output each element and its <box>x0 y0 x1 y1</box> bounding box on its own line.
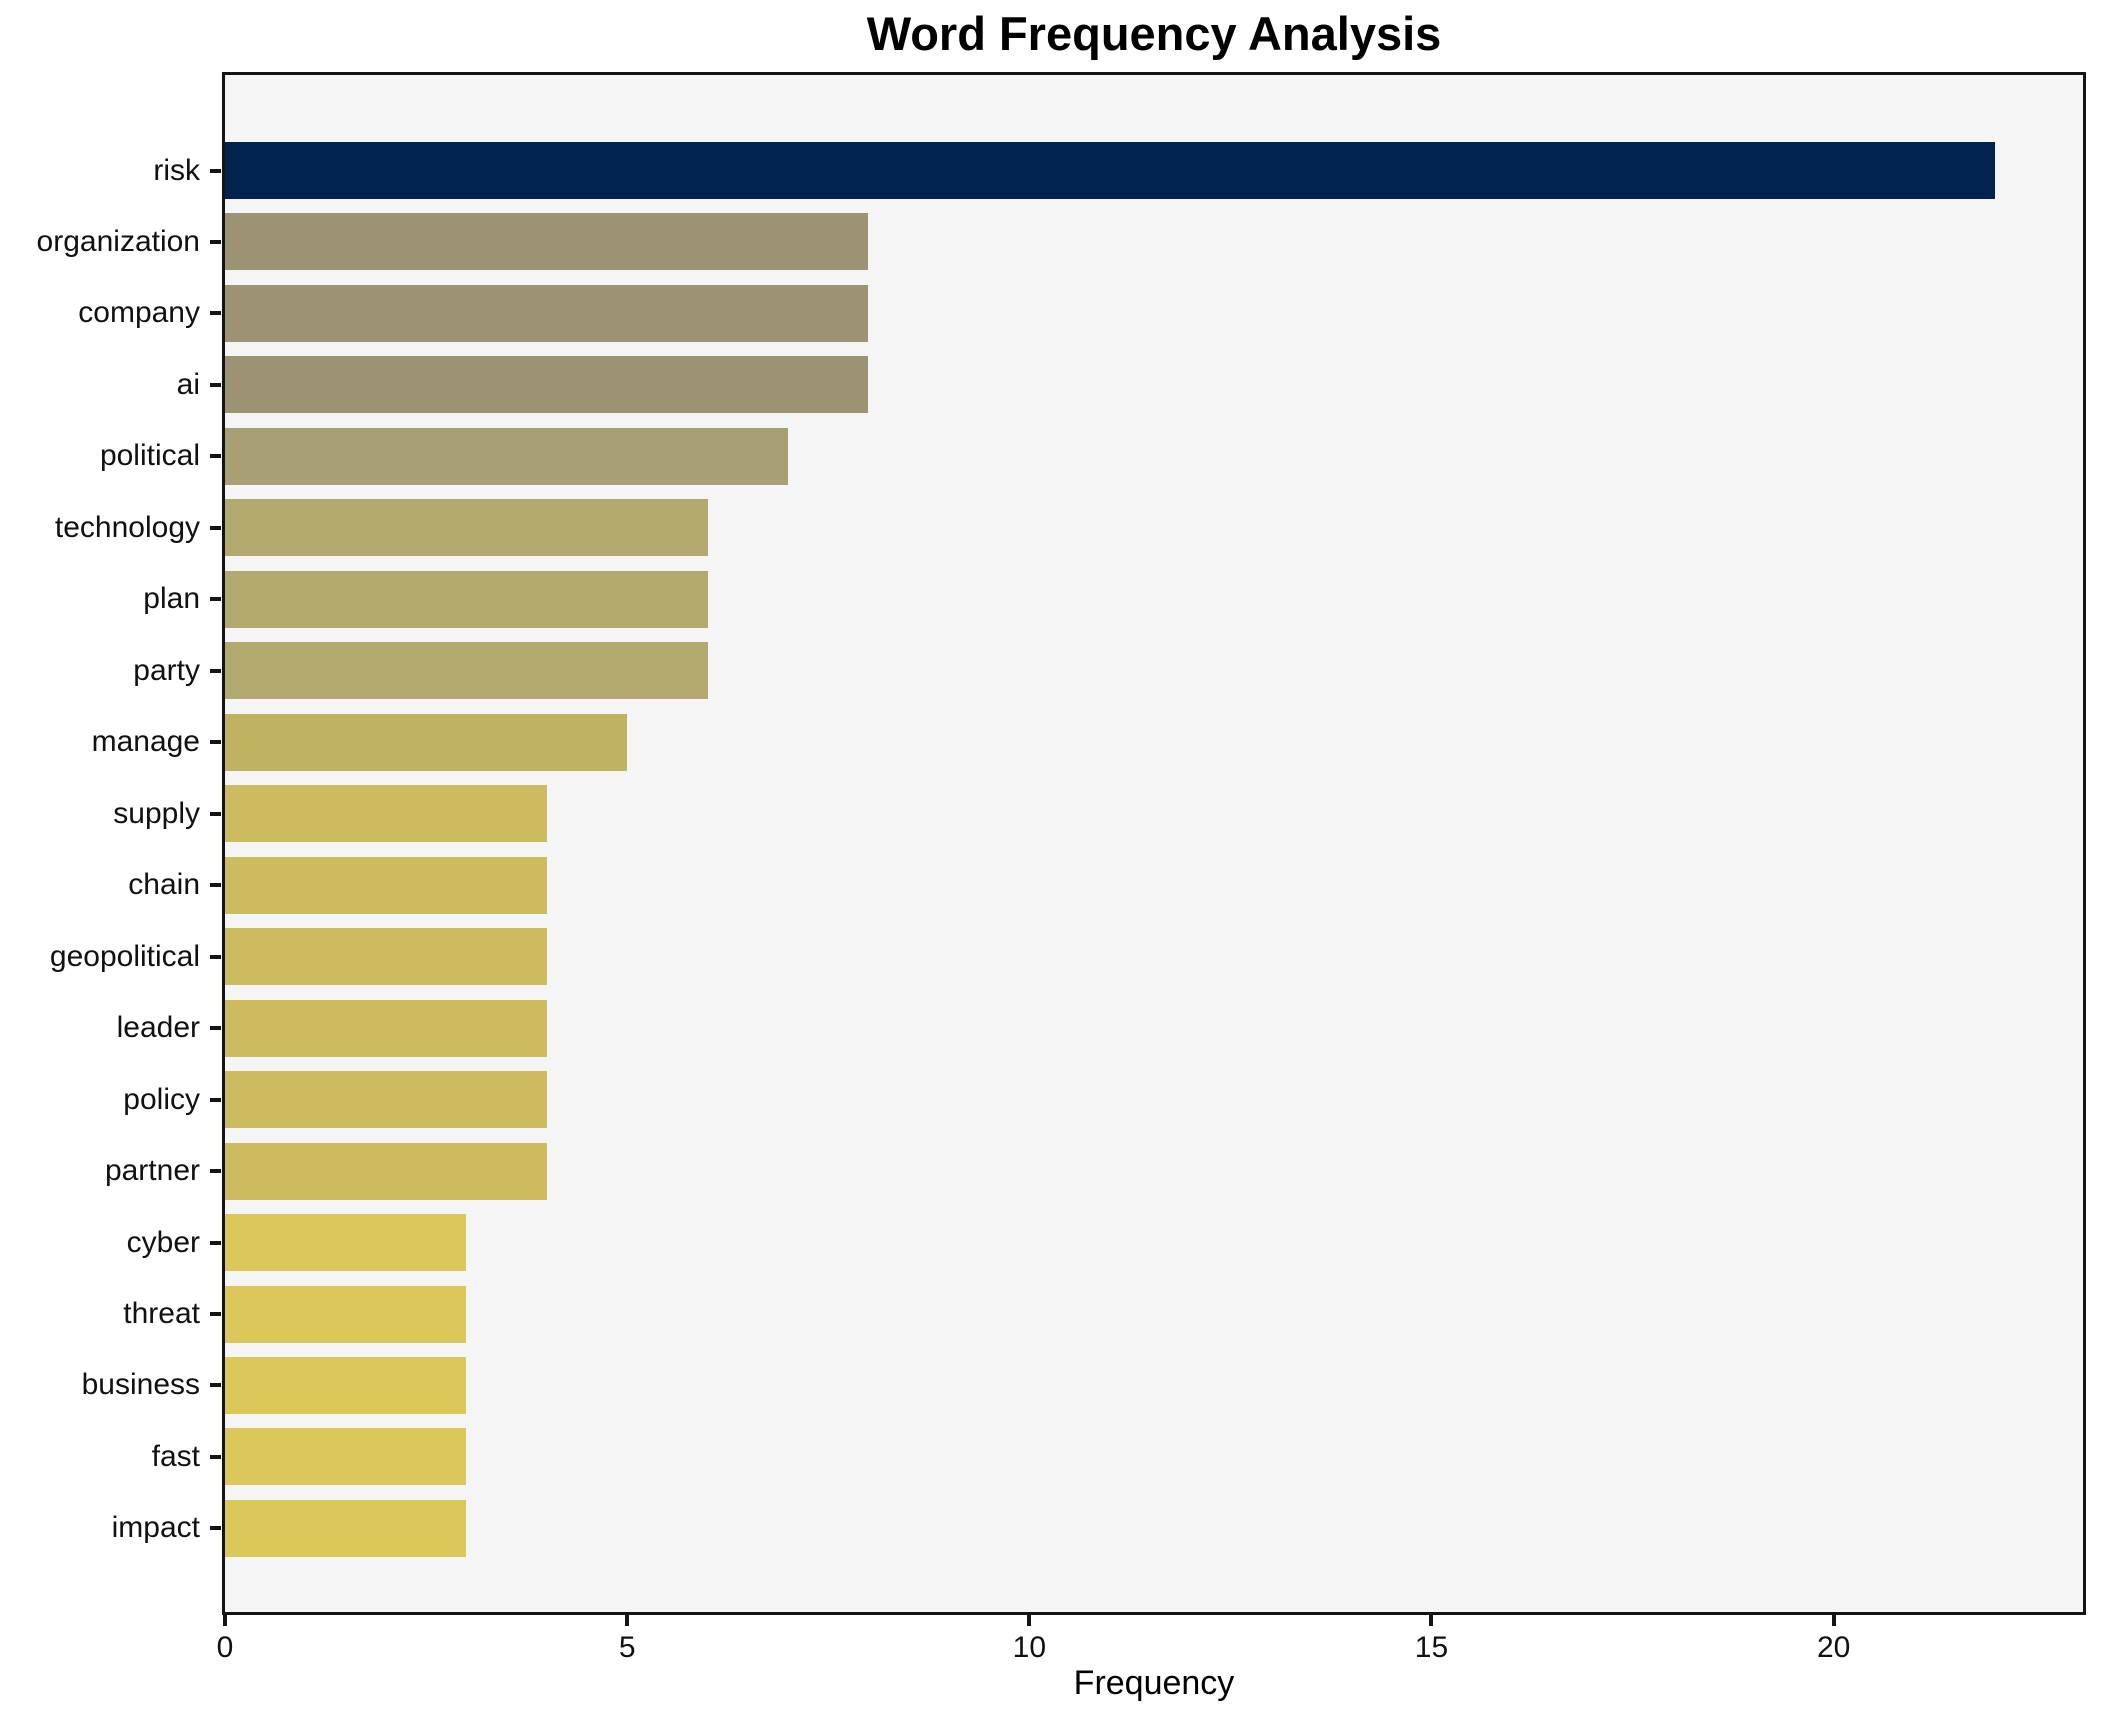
bar-plan <box>225 570 708 628</box>
bar-row: company <box>78 284 2083 342</box>
y-tick-mark <box>210 1026 221 1031</box>
y-tick-label-geopolitical: geopolitical <box>49 939 200 973</box>
x-tick-label-15: 15 <box>1414 1631 1449 1664</box>
y-tick-label-organization: organization <box>36 224 200 258</box>
bar-policy <box>225 1071 547 1129</box>
bar-row: fast <box>152 1428 2083 1486</box>
x-tick-label-10: 10 <box>1012 1631 1047 1664</box>
y-tick-mark <box>210 1526 221 1531</box>
bar-row: policy <box>123 1071 2083 1129</box>
y-tick-label-chain: chain <box>128 868 200 902</box>
bar-manage <box>225 713 628 771</box>
y-tick-label-fast: fast <box>151 1439 200 1473</box>
y-tick-mark <box>210 1454 221 1459</box>
chart-title: Word Frequency Analysis <box>866 7 1442 60</box>
y-tick-mark <box>210 883 221 888</box>
bar-row: manage <box>92 713 2083 771</box>
y-tick-mark <box>210 239 221 244</box>
bar-company <box>225 284 869 342</box>
y-tick-label-risk: risk <box>153 153 200 187</box>
bar-row: impact <box>112 1499 2083 1557</box>
y-tick-label-technology: technology <box>54 510 200 544</box>
y-tick-mark <box>210 1383 221 1388</box>
bar-cyber <box>225 1214 467 1272</box>
x-tick-label-5: 5 <box>618 1631 636 1664</box>
bar-leader <box>225 999 547 1057</box>
bar-political <box>225 427 789 485</box>
y-tick-mark <box>210 740 221 745</box>
x-tick-mark <box>1027 1615 1032 1626</box>
y-tick-mark <box>210 954 221 959</box>
y-tick-label-leader: leader <box>116 1011 200 1045</box>
y-tick-label-party: party <box>133 653 200 687</box>
bar-party <box>225 642 708 700</box>
bar-geopolitical <box>225 928 547 986</box>
y-tick-mark <box>210 597 221 602</box>
x-tick-mark <box>1429 1615 1434 1626</box>
y-tick-label-policy: policy <box>123 1082 200 1116</box>
bar-row: threat <box>123 1285 2083 1343</box>
y-tick-mark <box>210 1169 221 1174</box>
bar-row: technology <box>55 499 2083 557</box>
y-tick-label-plan: plan <box>143 582 200 616</box>
bar-row: supply <box>113 785 2083 843</box>
y-tick-label-threat: threat <box>123 1297 200 1330</box>
bar-fast <box>225 1428 467 1486</box>
bar-business <box>225 1356 467 1414</box>
y-tick-mark <box>210 1312 221 1316</box>
y-tick-mark <box>210 1240 221 1245</box>
y-tick-label-cyber: cyber <box>126 1225 200 1259</box>
bar-row: organization <box>37 213 2083 271</box>
bar-ai <box>225 356 869 414</box>
y-tick-label-impact: impact <box>111 1511 200 1545</box>
bar-risk <box>225 142 1995 199</box>
plot-area: risk organization company ai political techno… <box>37 72 2086 1615</box>
x-tick-mark <box>1831 1615 1836 1626</box>
bar-chain <box>225 856 547 914</box>
y-tick-label-ai: ai <box>176 367 200 401</box>
x-tick-mark <box>223 1615 227 1626</box>
bar-row: geopolitical <box>50 928 2083 986</box>
y-tick-mark <box>210 454 221 459</box>
y-tick-mark <box>210 1097 221 1102</box>
bar-row: party <box>133 642 2083 700</box>
bar-row: risk <box>153 142 2083 199</box>
bar-rows: risk organization company ai political techno… <box>37 75 2083 1612</box>
bar-threat <box>225 1285 467 1343</box>
bar-impact <box>225 1499 467 1557</box>
bar-row: plan <box>143 570 2083 628</box>
bar-row: political <box>100 427 2083 485</box>
x-tick-mark <box>625 1615 630 1626</box>
bar-technology <box>225 499 708 557</box>
bar-row: business <box>82 1356 2083 1414</box>
y-tick-label-manage: manage <box>91 725 200 759</box>
y-tick-label-political: political <box>99 439 200 473</box>
x-tick-label-0: 0 <box>216 1631 234 1664</box>
bar-row: cyber <box>127 1214 2083 1272</box>
y-tick-label-partner: partner <box>104 1154 200 1188</box>
y-tick-mark <box>210 311 221 316</box>
bar-row: ai <box>177 356 2083 414</box>
y-tick-mark <box>210 168 221 173</box>
y-tick-mark <box>210 668 221 673</box>
bar-row: chain <box>128 856 2083 914</box>
x-axis: 0 5 10 15 20 <box>217 1615 2083 1722</box>
bar-partner <box>225 1142 547 1200</box>
bar-row: leader <box>117 999 2083 1057</box>
y-tick-mark <box>210 811 221 816</box>
bar-row: partner <box>105 1142 2083 1200</box>
bar-supply <box>225 785 547 843</box>
y-tick-label-business: business <box>81 1368 200 1402</box>
y-tick-mark <box>210 382 221 387</box>
y-tick-label-supply: supply <box>113 796 200 830</box>
x-axis-label: Frequency <box>1073 1664 1235 1702</box>
bar-organization <box>225 213 869 271</box>
y-tick-label-company: company <box>78 296 200 330</box>
x-tick-label-20: 20 <box>1816 1631 1851 1664</box>
y-tick-mark <box>210 525 221 530</box>
